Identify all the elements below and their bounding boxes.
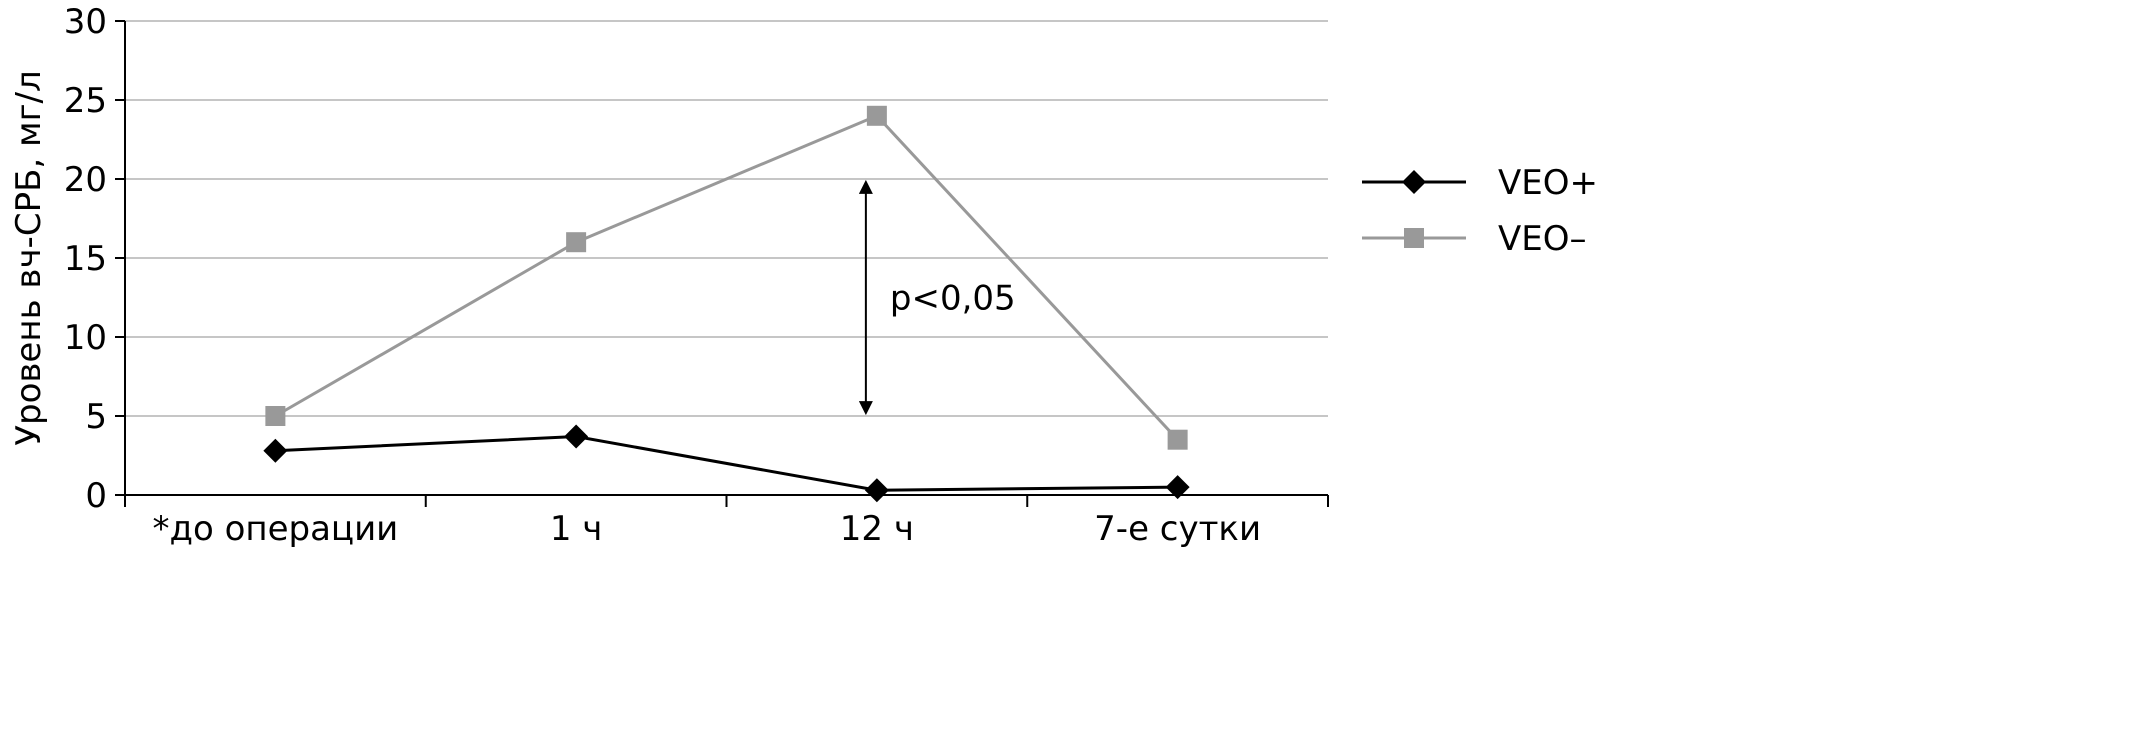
x-axis-tick-labels: *до операции 1 ч 12 ч 7-е сутки: [152, 509, 1261, 549]
legend-item-2: VEO–: [1362, 219, 1587, 259]
series-2-point-3: [1167, 429, 1188, 450]
annotation-text-0: p<0,05: [890, 279, 1016, 319]
legend-label-1: VEO+: [1498, 163, 1598, 203]
series-1-point-2: [864, 478, 889, 503]
series-2-point-2: [866, 105, 887, 126]
series-1-line: [275, 435, 1178, 492]
x-tick-label-1: 1 ч: [550, 509, 603, 549]
series: [263, 105, 1190, 503]
y-tick-label-25: 25: [64, 81, 107, 121]
legend-item-1: VEO+: [1362, 163, 1598, 203]
series-1-point-0: [263, 438, 288, 463]
series-2: [265, 105, 1188, 450]
x-tick-label-2: 12 ч: [840, 509, 914, 549]
y-axis-tick-labels: 0 5 10 15 20 25 30: [64, 2, 107, 516]
series-1-point-1: [564, 424, 589, 449]
y-tick-label-0: 0: [85, 476, 107, 516]
series-1-point-3: [1165, 475, 1190, 500]
y-tick-label-10: 10: [64, 318, 107, 358]
y-axis-title: Уровень вч-СРБ, мг/л: [9, 70, 49, 445]
grid-lines: [125, 20, 1328, 417]
series-2-point-1: [566, 232, 587, 253]
y-tick-label-5: 5: [85, 397, 107, 437]
series-1: [263, 424, 1190, 503]
axes: [115, 20, 1329, 507]
legend-label-2: VEO–: [1498, 219, 1587, 259]
y-tick-label-30: 30: [64, 2, 107, 42]
legend-marker-1: [1402, 170, 1426, 194]
series-2-line: [274, 114, 1179, 441]
x-tick-label-3: 7-е сутки: [1094, 509, 1261, 549]
y-tick-label-15: 15: [64, 239, 107, 279]
y-tick-label-20: 20: [64, 160, 107, 200]
series-2-point-0: [265, 406, 286, 426]
annotations: p<0,05: [858, 179, 1016, 416]
x-tick-label-0: *до операции: [152, 509, 398, 549]
legend-marker-2: [1404, 228, 1424, 248]
legend: VEO+ VEO–: [1362, 163, 1598, 259]
